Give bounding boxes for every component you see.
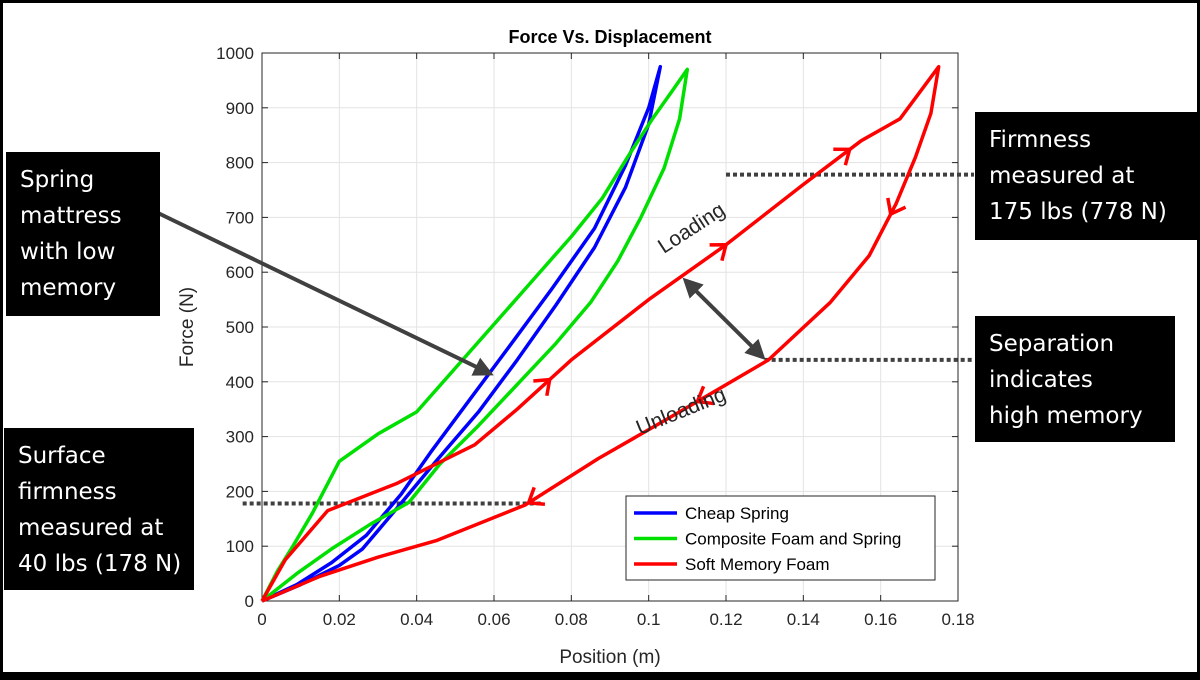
- legend-label: Composite Foam and Spring: [685, 530, 901, 549]
- x-tick-label: 0.02: [323, 610, 356, 629]
- y-tick-label: 900: [226, 99, 254, 118]
- direction-arrow: [833, 147, 852, 166]
- x-tick-label: 0.06: [477, 610, 510, 629]
- callout-line: measured at: [18, 515, 164, 541]
- direction-arrow-chevron: [526, 486, 546, 507]
- chart-layer: 0 0.02 0.04 0.06 0.08 0.1 0.12 0.14 0.16 0.18 0 100…: [157, 27, 975, 668]
- y-tick-label: 700: [226, 208, 254, 227]
- callout-line: Spring: [20, 167, 95, 193]
- x-tick-label: 0.1: [637, 610, 661, 629]
- x-tick-label: 0: [257, 610, 266, 629]
- direction-arrow: [886, 197, 907, 217]
- callout-line: firmness: [18, 479, 117, 505]
- callout-line: Separation: [989, 331, 1115, 357]
- y-tick-label: 100: [226, 537, 254, 556]
- callout-line: indicates: [989, 367, 1093, 393]
- y-tick-label: 400: [226, 373, 254, 392]
- x-tick-label: 0.16: [864, 610, 897, 629]
- x-tick-label: 0.18: [941, 610, 974, 629]
- y-tick-label: 500: [226, 318, 254, 337]
- callout-line: measured at: [989, 163, 1135, 189]
- y-tick-label: 600: [226, 263, 254, 282]
- callout-line: Surface: [18, 443, 106, 469]
- y-axis-label: Force (N): [177, 287, 198, 367]
- callout-line: 40 lbs (178 N): [18, 551, 182, 577]
- y-tick-label: 800: [226, 154, 254, 173]
- series-line-composite-foam-and-spring: [260, 67, 690, 603]
- direction-arrow-chevron: [833, 147, 852, 166]
- direction-arrow-chevron: [533, 377, 552, 397]
- x-tick-label: 0.08: [555, 610, 588, 629]
- direction-arrow-chevron: [694, 385, 714, 406]
- direction-arrow: [694, 385, 714, 406]
- x-tick-label: 0.12: [709, 610, 742, 629]
- callout-line: memory: [20, 275, 117, 301]
- callout-spring-mattress: Spring mattress with low memory: [6, 152, 160, 316]
- callout-separation: Separation indicates high memory: [975, 316, 1175, 442]
- x-tick-label: 0.04: [400, 610, 433, 629]
- x-tick-label: 0.14: [787, 610, 820, 629]
- callout-line: high memory: [989, 403, 1143, 429]
- direction-arrow-chevron: [709, 243, 729, 262]
- callout-line: mattress: [20, 203, 122, 229]
- callout-firmness: Firmness measured at 175 lbs (778 N): [975, 112, 1197, 240]
- legend-label: Cheap Spring: [685, 504, 789, 523]
- direction-arrow-chevron: [886, 197, 907, 217]
- direction-arrow: [709, 243, 729, 262]
- direction-arrow: [533, 377, 552, 397]
- callout-line: with low: [20, 239, 116, 265]
- y-tick-label: 1000: [216, 44, 254, 63]
- annotation-arrow-separation: [682, 277, 766, 360]
- callout-line: 175 lbs (778 N): [989, 199, 1167, 225]
- y-tick-label: 200: [226, 482, 254, 501]
- callout-line: Firmness: [989, 127, 1092, 153]
- y-tick-label: 300: [226, 428, 254, 447]
- callout-surface-firmness: Surface firmness measured at 40 lbs (178…: [4, 428, 194, 590]
- direction-arrow: [526, 486, 546, 507]
- legend: Cheap Spring Composite Foam and Spring Sof…: [625, 495, 936, 581]
- chart-title: Force Vs. Displacement: [508, 27, 711, 47]
- legend-box: [625, 495, 936, 581]
- legend-label: Soft Memory Foam: [685, 555, 830, 574]
- x-axis-label: Position (m): [559, 647, 660, 668]
- y-tick-label: 0: [245, 592, 254, 611]
- annotation-arrow-spring: [157, 211, 494, 376]
- series-line-soft-memory-foam: [260, 64, 941, 603]
